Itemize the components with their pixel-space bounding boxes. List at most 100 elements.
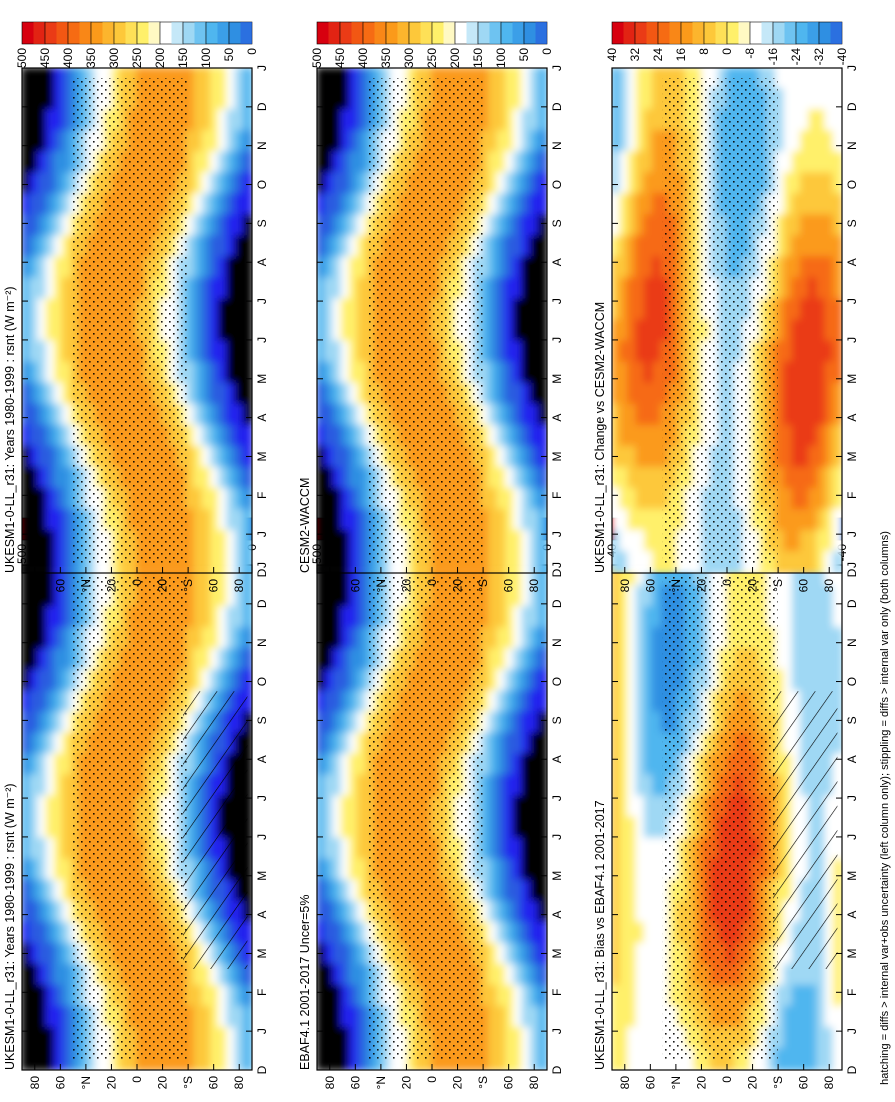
month-tick-label: M: [845, 451, 859, 461]
field-cell: [496, 340, 507, 364]
field-cell: [29, 711, 40, 735]
field-cell: [22, 606, 32, 630]
field-cell: [357, 753, 368, 777]
field-cell: [45, 942, 56, 966]
field-cell: [504, 921, 516, 945]
field-cell: [45, 319, 56, 343]
field-cell: [37, 774, 48, 798]
month-tick-label: F: [845, 492, 859, 499]
field-cell: [824, 424, 835, 448]
lat-tick-label: °S: [476, 579, 490, 592]
field-cell: [488, 319, 499, 343]
field-cell: [37, 88, 48, 112]
field-cell: [816, 235, 827, 259]
field-cell: [226, 130, 237, 154]
field-cell: [324, 214, 335, 238]
field-cell: [504, 900, 516, 924]
field-cell: [37, 172, 48, 196]
field-cell: [652, 711, 663, 735]
field-cell: [193, 151, 204, 175]
field-cell: [22, 669, 32, 693]
field-cell: [340, 606, 351, 630]
field-cell: [643, 627, 655, 651]
field-cell: [209, 151, 221, 175]
field-cell: [185, 403, 196, 427]
field-cell: [529, 879, 540, 903]
field-cell: [775, 298, 786, 322]
field-cell: [234, 606, 245, 630]
field-cell: [201, 1047, 212, 1070]
field-cell: [45, 298, 56, 322]
field-cell: [185, 529, 196, 553]
field-cell: [627, 109, 638, 133]
field-cell: [209, 984, 221, 1008]
month-tick-label: F: [550, 989, 564, 996]
field-cell: [627, 445, 638, 469]
field-cell: [209, 529, 221, 553]
field-cell: [627, 585, 638, 609]
field-cell: [37, 109, 48, 133]
field-cell: [619, 298, 630, 322]
field-cell: [775, 508, 786, 532]
month-tick-label: A: [255, 911, 269, 919]
field-cell: [808, 235, 819, 259]
field-cell: [612, 984, 622, 1008]
field-cell: [22, 172, 32, 196]
field-cell: [226, 1005, 237, 1029]
field-cell: [332, 648, 343, 672]
lat-tick-label: 80: [527, 579, 541, 593]
field-cell: [22, 508, 32, 532]
colorbar-swatch: [512, 22, 524, 44]
field-cell: [643, 732, 655, 756]
field-cell: [529, 1005, 540, 1029]
field-cell: [317, 382, 327, 406]
field-cell: [29, 529, 40, 553]
field-cell: [635, 319, 646, 343]
field-cell: [53, 130, 65, 154]
field-cell: [53, 984, 65, 1008]
field-cell: [619, 669, 630, 693]
field-cell: [185, 172, 196, 196]
field-cell: [37, 68, 48, 91]
field-cell: [832, 529, 842, 553]
field-cell: [612, 508, 622, 532]
field-cell: [808, 1026, 819, 1050]
lat-tick-label: 60: [797, 579, 811, 593]
field-cell: [496, 585, 507, 609]
month-tick-label: J: [845, 298, 859, 304]
colorbar-swatch: [56, 22, 68, 44]
field-cell: [357, 214, 368, 238]
field-cell: [832, 277, 842, 301]
field-cell: [529, 774, 540, 798]
field-cell: [504, 963, 516, 987]
field-cell: [537, 690, 547, 714]
field-cell: [317, 466, 327, 490]
lat-tick-label: °N: [79, 579, 93, 592]
field-cell: [324, 1026, 335, 1050]
field-cell: [775, 627, 786, 651]
field-cell: [53, 109, 65, 133]
field-cell: [612, 585, 622, 609]
field-cell: [332, 984, 343, 1008]
field-cell: [45, 585, 56, 609]
field-cell: [62, 361, 73, 385]
field-cell: [537, 1026, 547, 1050]
field-cell: [783, 1005, 794, 1029]
panel-title: UKESM1-0-LL_r31: Years 1980-1999 : rsnt …: [3, 783, 17, 1070]
field-cell: [496, 753, 507, 777]
field-cell: [513, 879, 524, 903]
field-cell: [209, 669, 221, 693]
field-cell: [783, 606, 794, 630]
field-cell: [480, 487, 491, 511]
field-cell: [185, 361, 196, 385]
field-cell: [643, 256, 655, 280]
field-cell: [521, 585, 532, 609]
field-cell: [332, 606, 343, 630]
field-cell: [529, 109, 540, 133]
field-cell: [808, 550, 819, 573]
field-cell: [234, 466, 245, 490]
field-cell: [513, 235, 524, 259]
field-cell: [808, 68, 819, 91]
field-cell: [504, 529, 516, 553]
